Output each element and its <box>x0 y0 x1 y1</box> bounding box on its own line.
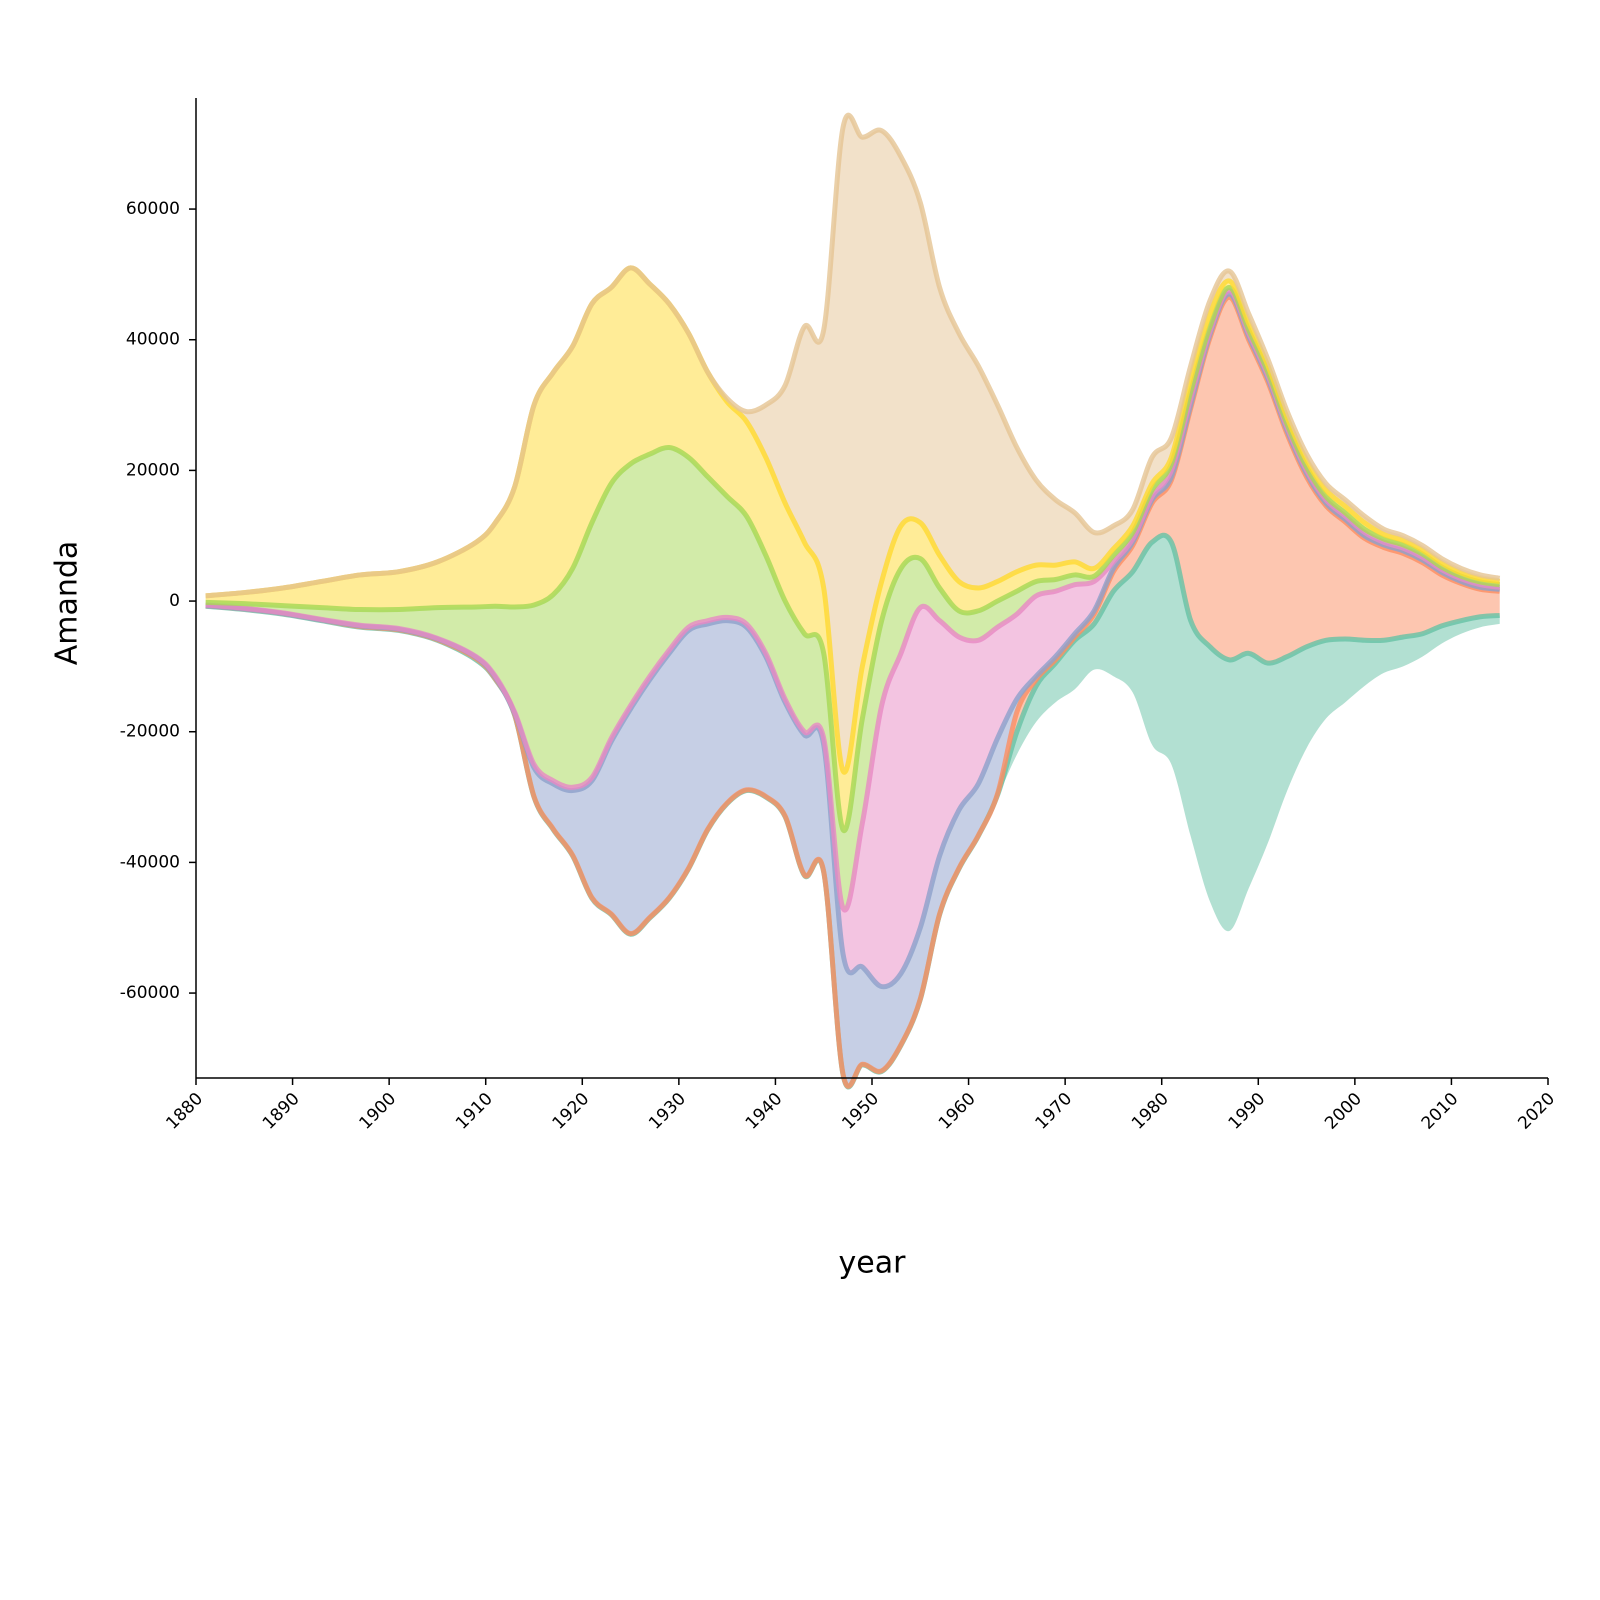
y-axis-label: Amanda <box>50 541 85 666</box>
x-tick-label: 1990 <box>1225 1089 1270 1134</box>
stream-layer <box>205 115 1500 773</box>
y-tick-label: -40000 <box>120 852 180 872</box>
lines <box>205 112 1501 1090</box>
x-tick-label: 1980 <box>1128 1089 1173 1134</box>
x-tick-label: 1880 <box>162 1089 207 1134</box>
x-tick-label: 1940 <box>742 1089 787 1134</box>
x-tick-label: 1910 <box>452 1089 497 1134</box>
x-axis-label: year <box>839 1246 907 1281</box>
x-tick-label: 1890 <box>259 1089 304 1134</box>
x-tick-label: 1900 <box>355 1089 400 1134</box>
x-tick-label: 2000 <box>1321 1089 1366 1134</box>
x-tick-label: 1970 <box>1031 1089 1076 1134</box>
stream-layer <box>205 297 1500 1087</box>
y-tick-label: -20000 <box>120 722 180 742</box>
y-tick-label: -60000 <box>120 983 180 1003</box>
x-tick-label: 1920 <box>549 1089 594 1134</box>
x-tick-label: 1950 <box>838 1089 883 1134</box>
areas <box>205 115 1500 1087</box>
y-tick-label: 60000 <box>126 199 180 219</box>
x-tick-label: 2020 <box>1514 1089 1559 1134</box>
y-tick-label: 40000 <box>126 330 180 350</box>
x-tick-label: 1960 <box>935 1089 980 1134</box>
stream-edge <box>205 112 1501 599</box>
y-tick-label: 20000 <box>126 460 180 480</box>
x-tick-label: 1930 <box>645 1089 690 1134</box>
stream-edge <box>205 284 1501 833</box>
x-tick-label: 2010 <box>1418 1089 1463 1134</box>
y-tick-label: 0 <box>169 591 180 611</box>
stream-layer <box>205 535 1500 1087</box>
